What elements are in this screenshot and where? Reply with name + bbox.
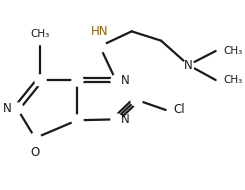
- Text: N: N: [121, 74, 130, 86]
- Text: Cl: Cl: [173, 104, 184, 116]
- Text: CH₃: CH₃: [30, 29, 49, 39]
- Text: N: N: [121, 113, 130, 126]
- Text: O: O: [30, 146, 40, 158]
- Text: CH₃: CH₃: [223, 46, 242, 56]
- Text: CH₃: CH₃: [223, 75, 242, 85]
- Text: N: N: [2, 102, 11, 115]
- Text: HN: HN: [91, 25, 109, 38]
- Text: N: N: [184, 59, 193, 72]
